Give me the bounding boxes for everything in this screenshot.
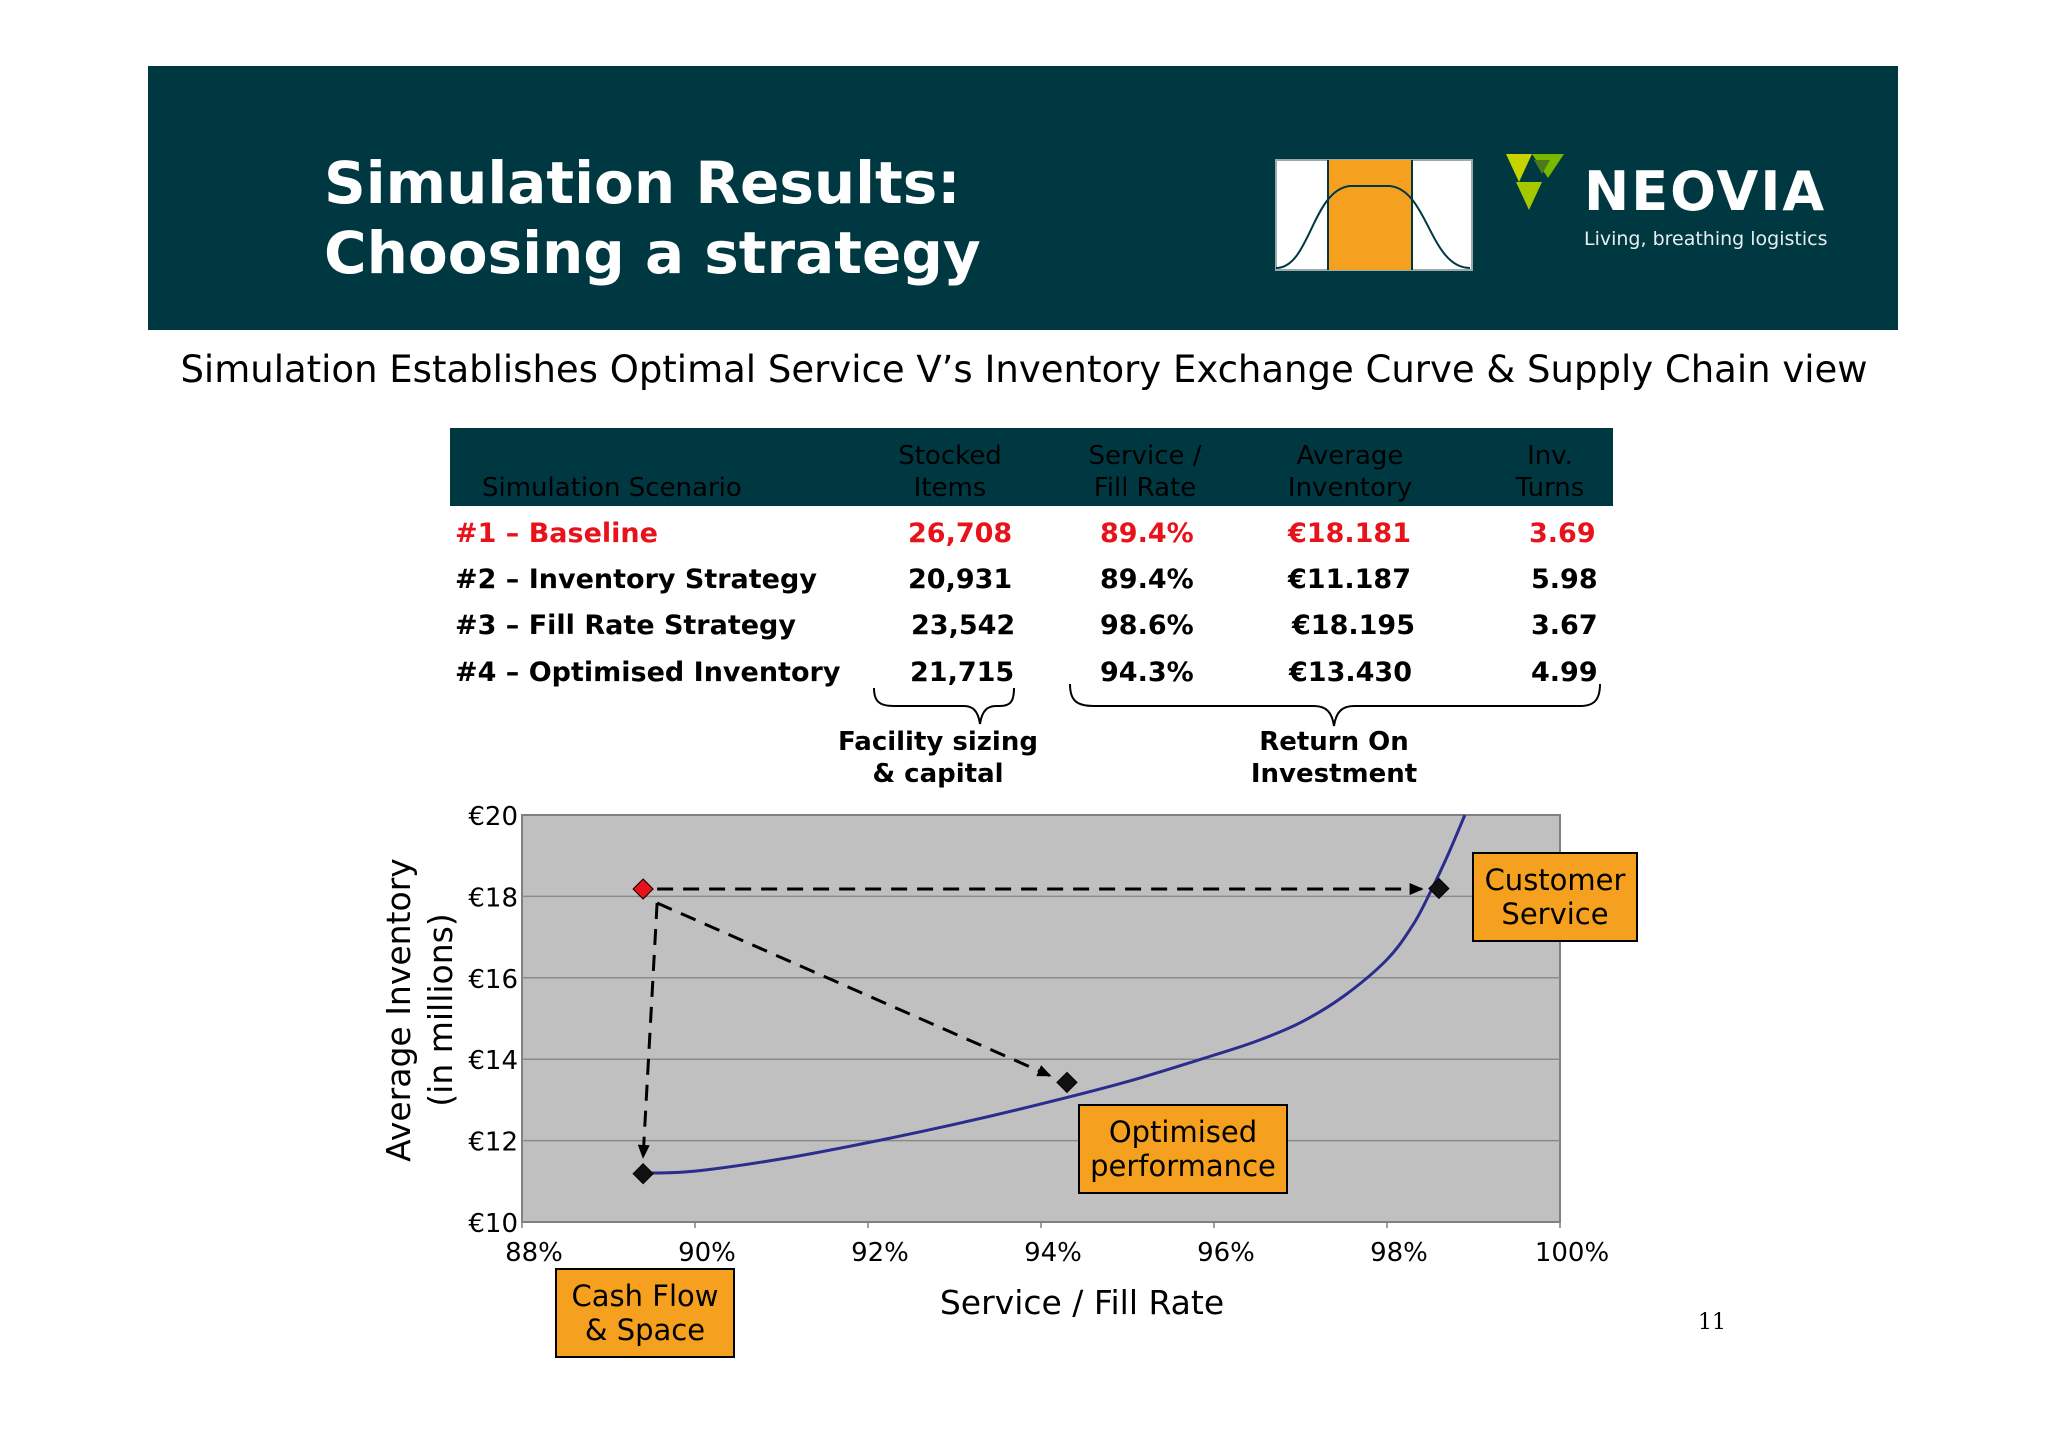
slide-subtitle: Simulation Establishes Optimal Service V…	[180, 348, 1868, 391]
items-cell: 21,715	[910, 657, 1015, 688]
scenario-cell: #4 – Optimised Inventory	[455, 657, 841, 688]
title-line-2: Choosing a strategy	[324, 219, 981, 287]
dashed-arrow	[656, 901, 1052, 1077]
scenario-cell: #2 – Inventory Strategy	[455, 564, 817, 595]
y-tick-label: €18	[468, 883, 518, 913]
exchange-curve-line	[643, 814, 1467, 1175]
dashed-arrow	[637, 902, 659, 1159]
neovia-tagline: Living, breathing logistics	[1584, 228, 1828, 250]
header-scenario: Simulation Scenario	[482, 473, 742, 503]
scenario-point	[1056, 1071, 1078, 1094]
header-stocked-line1: Stocked	[898, 441, 1002, 471]
header-average-line1: Average	[1296, 441, 1404, 471]
scenario-cell: #1 – Baseline	[455, 518, 658, 549]
x-tick-label: 98%	[1370, 1238, 1428, 1268]
fill-cell: 89.4%	[1100, 518, 1194, 549]
optimised-line2: performance	[1090, 1149, 1276, 1183]
header-service-line1: Service /	[1088, 441, 1202, 471]
y-axis-title-line2: (in millions)	[421, 913, 460, 1106]
turns-cell: 4.99	[1531, 657, 1598, 688]
header-average-inventory: Average Inventory	[1270, 440, 1430, 504]
facility-line2: & capital	[872, 759, 1004, 789]
y-tick-label: €14	[468, 1046, 518, 1076]
page-number: 11	[1698, 1310, 1726, 1335]
header-turns-line1: Inv.	[1527, 441, 1573, 471]
scenario-point	[1428, 877, 1450, 900]
table-header	[450, 428, 1613, 506]
customer-line1: Customer	[1484, 863, 1626, 897]
fill-cell: 89.4%	[1100, 564, 1194, 595]
roi-line1: Return On	[1259, 727, 1409, 757]
x-tick-label: 94%	[1024, 1238, 1082, 1268]
plot-area	[521, 814, 1561, 1223]
y-tick-label: €16	[468, 965, 518, 995]
bell-curve-logo	[1275, 159, 1473, 271]
neovia-leaf-icon	[1506, 154, 1564, 210]
items-cell: 26,708	[908, 518, 1013, 549]
x-tick-label: 88%	[505, 1238, 563, 1268]
header-banner	[148, 66, 1898, 330]
cash-flow-callout: Cash Flow & Space	[555, 1268, 735, 1358]
header-turns-line2: Turns	[1515, 473, 1585, 503]
roi-line2: Investment	[1250, 759, 1418, 789]
title-line-1: Simulation Results:	[324, 149, 961, 217]
y-axis-title-line1: Average Inventory	[379, 858, 418, 1162]
customer-line2: Service	[1501, 897, 1609, 931]
return-on-investment-label: Return On Investment	[1234, 726, 1434, 790]
cash-line2: & Space	[584, 1313, 706, 1347]
table-row: #3 – Fill Rate Strategy 23,542 98.6% €18…	[0, 610, 2048, 650]
header-stocked-items: Stocked Items	[880, 440, 1020, 504]
turns-cell: 3.69	[1529, 518, 1596, 549]
inventory-cell: €18.181	[1288, 518, 1411, 549]
x-axis-title: Service / Fill Rate	[940, 1283, 1224, 1322]
customer-service-callout: Customer Service	[1472, 852, 1638, 942]
scenario-point	[632, 1162, 654, 1185]
scenario-cell: #3 – Fill Rate Strategy	[455, 610, 796, 641]
inventory-cell: €11.187	[1288, 564, 1411, 595]
optimised-performance-callout: Optimised performance	[1078, 1104, 1288, 1194]
facility-sizing-label: Facility sizing & capital	[838, 726, 1038, 790]
optimised-line1: Optimised	[1108, 1115, 1258, 1149]
facility-line1: Facility sizing	[838, 727, 1038, 757]
items-cell: 20,931	[908, 564, 1013, 595]
table-row: #1 – Baseline 26,708 89.4% €18.181 3.69	[0, 518, 2048, 558]
header-service-line2: Fill Rate	[1093, 473, 1197, 503]
header-average-line2: Inventory	[1287, 473, 1413, 503]
turns-cell: 5.98	[1531, 564, 1598, 595]
y-tick-label: €20	[468, 802, 518, 832]
x-tick-label: 96%	[1197, 1238, 1255, 1268]
fill-cell: 98.6%	[1100, 610, 1194, 641]
header-inv-turns: Inv. Turns	[1490, 440, 1610, 504]
scenario-point	[632, 878, 654, 900]
inventory-cell: €13.430	[1289, 657, 1412, 688]
x-tick-label: 92%	[851, 1238, 909, 1268]
neovia-logo-text: NEOVIA	[1584, 160, 1827, 223]
header-stocked-line2: Items	[913, 473, 987, 503]
inventory-cell: €18.195	[1292, 610, 1415, 641]
page-title: Simulation Results: Choosing a strategy	[324, 148, 981, 288]
header-fill-rate: Service / Fill Rate	[1075, 440, 1215, 504]
items-cell: 23,542	[911, 610, 1016, 641]
y-tick-label: €10	[468, 1209, 518, 1239]
table-row: #2 – Inventory Strategy 20,931 89.4% €11…	[0, 564, 2048, 604]
turns-cell: 3.67	[1531, 610, 1598, 641]
fill-cell: 94.3%	[1100, 657, 1194, 688]
cash-line1: Cash Flow	[571, 1279, 719, 1313]
y-tick-label: €12	[468, 1128, 518, 1158]
table-row: #4 – Optimised Inventory 21,715 94.3% €1…	[0, 657, 2048, 697]
x-tick-label: 100%	[1535, 1238, 1609, 1268]
x-tick-label: 90%	[678, 1238, 736, 1268]
